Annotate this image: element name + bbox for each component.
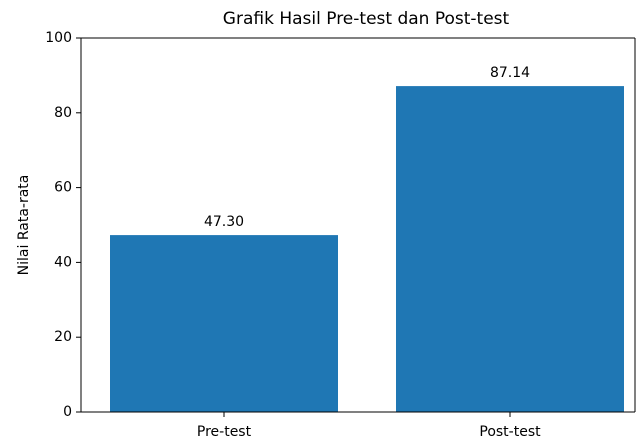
x-tick-label: Post-test — [479, 424, 541, 440]
chart-title: Grafik Hasil Pre-test dan Post-test — [223, 9, 510, 29]
bar — [396, 86, 624, 412]
y-axis-label: Nilai Rata-rata — [16, 175, 32, 276]
y-tick-label: 0 — [63, 404, 72, 420]
y-tick-label: 100 — [45, 30, 72, 46]
value-label: 47.30 — [204, 214, 244, 230]
y-tick-label: 80 — [54, 105, 72, 121]
value-label: 87.14 — [490, 65, 530, 81]
y-tick-label: 60 — [54, 180, 72, 196]
y-tick-label: 40 — [54, 254, 72, 270]
bar — [110, 235, 338, 412]
y-tick-label: 20 — [54, 329, 72, 345]
x-tick-label: Pre-test — [197, 424, 252, 440]
